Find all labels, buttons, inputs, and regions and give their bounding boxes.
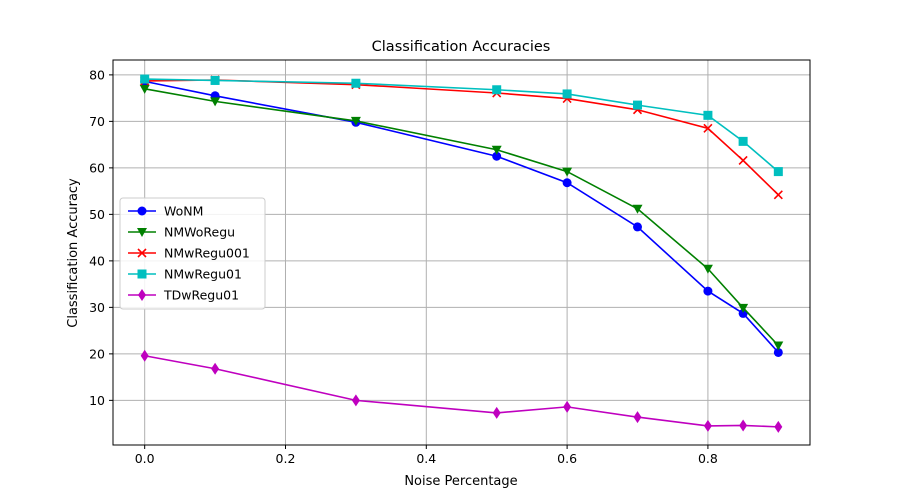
data-point bbox=[773, 341, 784, 351]
x-tick-label: 0.4 bbox=[416, 451, 436, 466]
series-TDwRegu01 bbox=[140, 349, 783, 433]
chart-title: Classification Accuracies bbox=[372, 39, 551, 55]
axis-ticks: 0.0 0.2 0.4 0.6 0.8 10 20 30 40 50 60 70 80 bbox=[89, 67, 718, 466]
x-tick-label: 0.2 bbox=[276, 451, 296, 466]
data-point bbox=[491, 145, 502, 155]
legend-label: NMWoRegu bbox=[164, 225, 235, 240]
legend-item: NMWoRegu bbox=[128, 225, 235, 240]
legend-item: NMwRegu001 bbox=[128, 246, 250, 261]
data-point bbox=[562, 89, 572, 99]
series-layer bbox=[139, 74, 784, 433]
data-point bbox=[210, 75, 220, 85]
legend-swatch-marker bbox=[138, 289, 146, 301]
legend: WoNM NMWoRegu NMwRegu001 NMwRegu01 TDwRegu01 bbox=[119, 197, 266, 310]
legend-label: WoNM bbox=[164, 204, 203, 219]
data-point bbox=[350, 116, 361, 126]
y-tick-label: 60 bbox=[89, 160, 105, 175]
data-point bbox=[773, 190, 783, 200]
legend-swatch-marker bbox=[137, 228, 147, 237]
series-NMwRegu01 bbox=[140, 74, 783, 177]
y-tick-label: 30 bbox=[89, 300, 105, 315]
legend-label: NMwRegu01 bbox=[164, 267, 242, 282]
legend-swatch-marker bbox=[137, 269, 147, 279]
legend-item: NMwRegu01 bbox=[128, 267, 242, 282]
data-point bbox=[351, 78, 361, 88]
y-tick-label: 70 bbox=[89, 114, 105, 129]
data-point bbox=[633, 411, 642, 424]
data-point bbox=[563, 400, 572, 413]
data-point bbox=[632, 204, 643, 214]
data-point bbox=[738, 303, 749, 313]
data-point bbox=[211, 362, 220, 375]
x-axis-label: Noise Percentage bbox=[404, 474, 517, 489]
y-tick-label: 40 bbox=[89, 253, 105, 268]
data-point bbox=[703, 419, 712, 432]
y-tick-label: 50 bbox=[89, 207, 105, 222]
x-tick-label: 0.8 bbox=[698, 451, 718, 466]
legend-item: WoNM bbox=[128, 204, 203, 219]
legend-swatch-marker bbox=[137, 248, 147, 258]
data-point bbox=[773, 347, 783, 357]
data-point bbox=[633, 222, 643, 232]
legend-box bbox=[119, 197, 266, 310]
series-NMWoRegu bbox=[139, 84, 784, 351]
data-point bbox=[703, 123, 713, 133]
data-point bbox=[140, 349, 149, 362]
data-point bbox=[773, 167, 783, 177]
legend-label: TDwRegu01 bbox=[163, 288, 239, 303]
legend-swatch-marker bbox=[137, 206, 147, 216]
data-point bbox=[703, 286, 713, 296]
data-point bbox=[738, 155, 748, 166]
data-point bbox=[774, 420, 783, 433]
x-tick-label: 0.0 bbox=[135, 451, 155, 466]
data-point bbox=[139, 84, 150, 94]
y-tick-label: 80 bbox=[89, 67, 105, 82]
data-point bbox=[738, 136, 748, 146]
data-point bbox=[633, 100, 643, 110]
plot-frame bbox=[112, 59, 811, 446]
data-point bbox=[492, 151, 502, 161]
legend-item: TDwRegu01 bbox=[128, 288, 239, 303]
x-tick-label: 0.6 bbox=[557, 451, 577, 466]
data-point bbox=[140, 74, 150, 84]
data-point bbox=[210, 97, 221, 107]
y-tick-label: 20 bbox=[89, 346, 105, 361]
data-point bbox=[739, 419, 748, 432]
y-axis-label: Classification Accuracy bbox=[66, 178, 81, 328]
data-point bbox=[351, 394, 360, 407]
data-point bbox=[703, 110, 713, 120]
data-point bbox=[492, 85, 502, 95]
data-point bbox=[702, 264, 713, 274]
legend-label: NMwRegu001 bbox=[164, 246, 250, 261]
data-point bbox=[562, 167, 573, 177]
y-tick-label: 10 bbox=[89, 393, 105, 408]
data-point bbox=[492, 406, 501, 419]
data-point bbox=[562, 178, 572, 188]
